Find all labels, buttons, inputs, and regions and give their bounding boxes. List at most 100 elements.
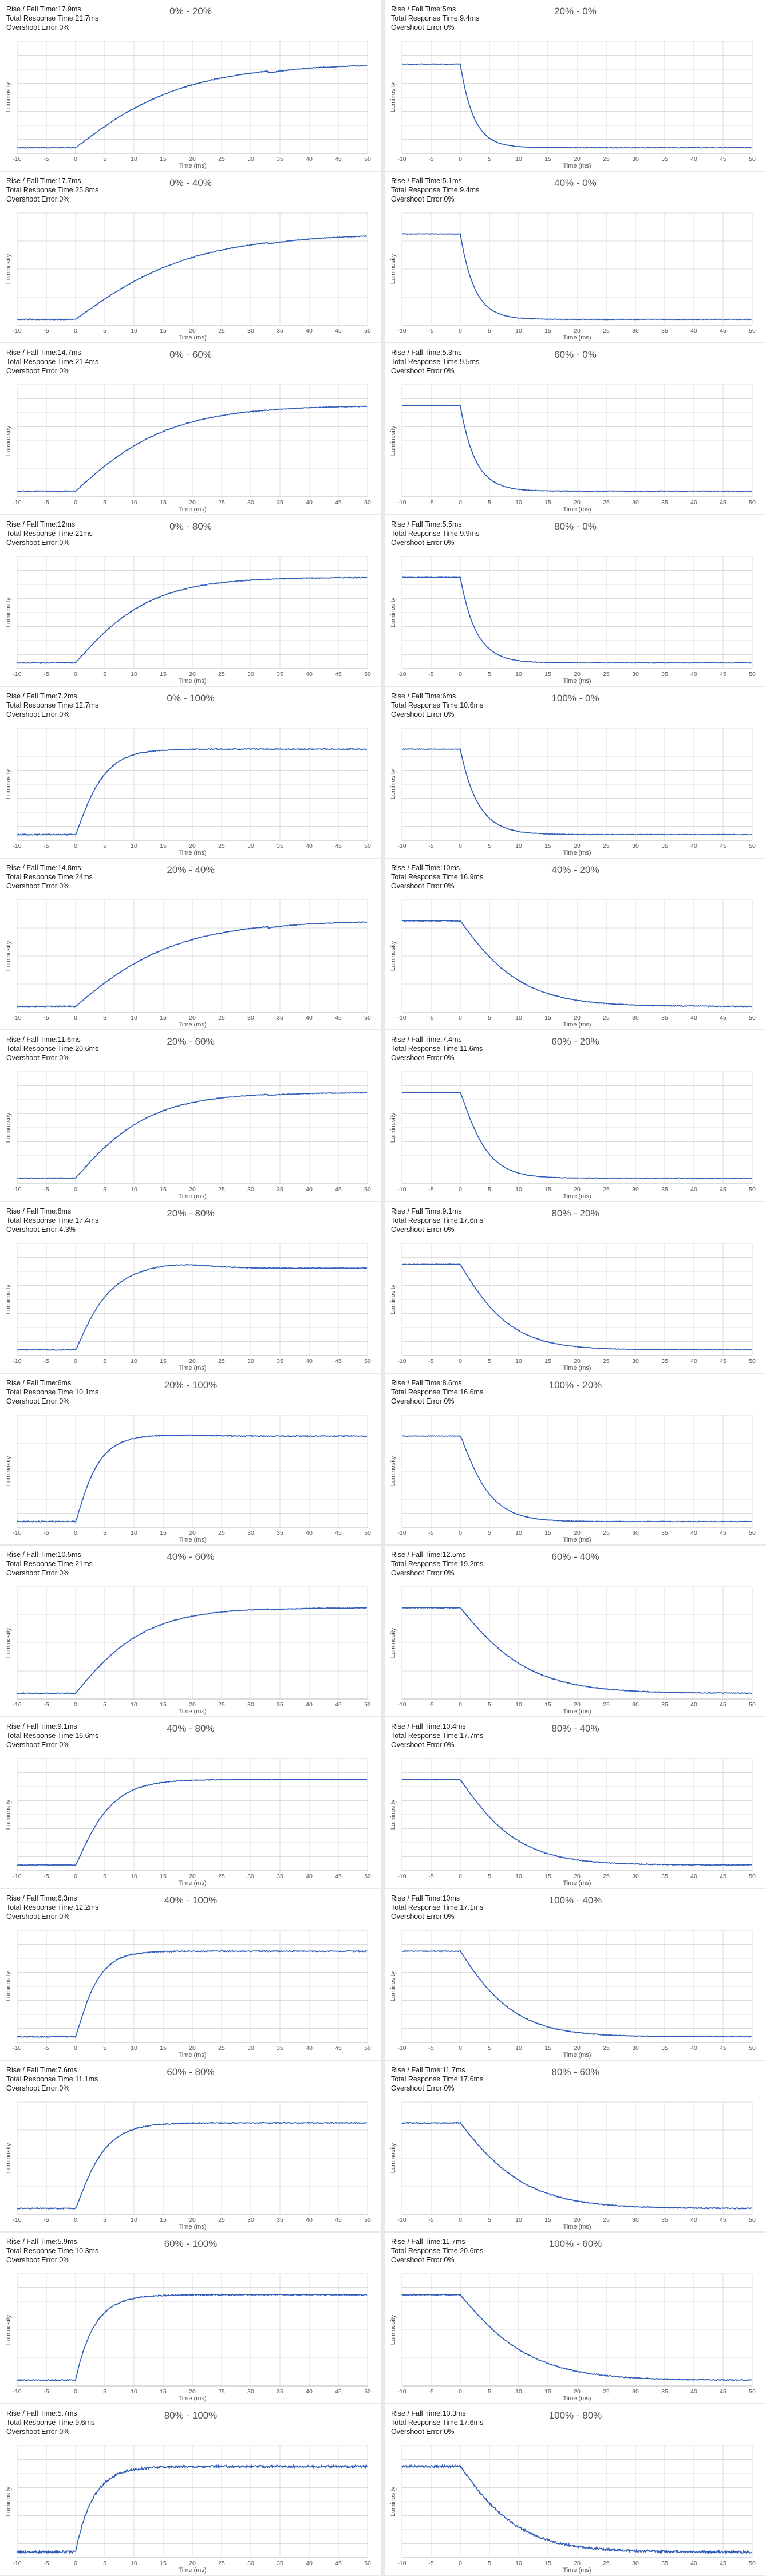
total-response-time-label: Total Response Time: [391, 1045, 460, 1053]
rise-fall-time-row: Rise / Fall Time:5.9ms [6, 2237, 98, 2246]
x-tick-label: 15 [160, 1358, 167, 1365]
overshoot-error-label: Overshoot Error: [6, 1397, 60, 1405]
x-tick-label: 30 [247, 499, 254, 506]
chart-svg: -10 -5 0 5 10 15 20 25 30 35 40 45 50 Time (ms) Lumino… [5, 1243, 371, 1372]
x-tick-label: 10 [515, 1873, 522, 1880]
chart-title: 20% - 0% [554, 6, 597, 17]
chart-panel: -10 -5 0 5 10 15 20 25 30 35 40 45 50 Time (ms) Lumino… [385, 1374, 766, 1544]
x-tick-label: 25 [603, 671, 610, 678]
x-tick-label: 25 [218, 1358, 225, 1365]
chart-panel: -10 -5 0 5 10 15 20 25 30 35 40 45 50 Time (ms) Lumino… [0, 859, 381, 1029]
rise-fall-time-value: 10ms [442, 864, 460, 872]
x-tick-label: 20 [189, 156, 196, 163]
x-tick-label: 45 [335, 327, 342, 334]
rise-fall-time-row: Rise / Fall Time:12.5ms [391, 1550, 483, 1559]
overshoot-error-row: Overshoot Error:0% [391, 882, 483, 891]
x-tick-label: 50 [749, 1701, 756, 1708]
overshoot-error-value: 0% [59, 2428, 70, 2436]
x-tick-label: 35 [661, 1873, 668, 1880]
total-response-time-value: 21ms [75, 530, 93, 538]
chart-svg: -10 -5 0 5 10 15 20 25 30 35 40 45 50 Time (ms) Lumino… [5, 1415, 371, 1543]
chart-panel: -10 -5 0 5 10 15 20 25 30 35 40 45 50 Time (ms) Lumino… [385, 1546, 766, 1716]
y-axis-label: Luminosity [5, 1284, 12, 1314]
x-tick-label: 0 [459, 327, 462, 334]
overshoot-error-value: 0% [444, 23, 455, 31]
chart-panel: -10 -5 0 5 10 15 20 25 30 35 40 45 50 Time (ms) Lumino… [0, 1374, 381, 1544]
x-tick-label: 15 [544, 1014, 551, 1021]
x-tick-label: 20 [574, 2217, 581, 2223]
chart-title: 80% - 40% [551, 1723, 599, 1734]
rise-fall-time-row: Rise / Fall Time:7.2ms [6, 692, 98, 701]
x-tick-label: 50 [364, 2388, 371, 2395]
chart-title: 100% - 20% [548, 1380, 602, 1390]
x-tick-label: 35 [661, 843, 668, 850]
x-tick-label: 40 [690, 843, 697, 850]
x-tick-label: -10 [13, 2388, 21, 2395]
total-response-time-row: Total Response Time:21.7ms [6, 14, 98, 23]
overshoot-error-label: Overshoot Error: [6, 710, 60, 718]
x-tick-label: 35 [277, 156, 283, 163]
x-tick-label: 45 [720, 1701, 726, 1708]
y-axis-label: Luminosity [5, 1971, 12, 2001]
chart-panel: -10 -5 0 5 10 15 20 25 30 35 40 45 50 Time (ms) Lumino… [385, 687, 766, 858]
chart-panel: -10 -5 0 5 10 15 20 25 30 35 40 45 50 Time (ms) Lumino… [385, 1889, 766, 2060]
x-tick-label: 30 [632, 843, 639, 850]
y-axis-label: Luminosity [390, 1627, 397, 1658]
chart-panel: -10 -5 0 5 10 15 20 25 30 35 40 45 50 Time (ms) Lumino… [0, 1030, 381, 1201]
chart-panel: -10 -5 0 5 10 15 20 25 30 35 40 45 50 Time (ms) Lumino… [0, 515, 381, 686]
x-axis-label: Time (ms) [563, 2223, 591, 2230]
x-tick-label: -5 [44, 1701, 49, 1708]
chart-panel: -10 -5 0 5 10 15 20 25 30 35 40 45 50 Time (ms) Lumino… [0, 1717, 381, 1888]
total-response-time-row: Total Response Time:17.6ms [391, 2075, 483, 2084]
y-axis-label: Luminosity [5, 2486, 12, 2516]
chart-title: 80% - 100% [164, 2410, 218, 2421]
total-response-time-row: Total Response Time:17.7ms [391, 1731, 483, 1740]
overshoot-error-row: Overshoot Error:0% [6, 195, 98, 204]
x-tick-label: 10 [131, 156, 137, 163]
x-tick-label: 45 [720, 843, 726, 850]
rise-fall-time-row: Rise / Fall Time:12ms [6, 520, 93, 529]
chart-svg: -10 -5 0 5 10 15 20 25 30 35 40 45 50 Time (ms) Lumino… [5, 1758, 371, 1887]
chart-title: 40% - 20% [551, 864, 599, 875]
chart-svg: -10 -5 0 5 10 15 20 25 30 35 40 45 50 Time (ms) Lumino… [390, 1586, 756, 1715]
x-tick-label: 40 [306, 2560, 313, 2567]
x-tick-label: -5 [428, 1014, 433, 1021]
total-response-time-value: 16.6ms [75, 1732, 99, 1740]
x-tick-label: 15 [544, 1701, 551, 1708]
total-response-time-value: 21ms [75, 1560, 93, 1568]
x-tick-label: 45 [720, 1873, 726, 1880]
total-response-time-label: Total Response Time: [391, 186, 460, 194]
stats-block: Rise / Fall Time:10ms Total Response Time… [391, 863, 483, 891]
x-tick-label: -10 [13, 1530, 21, 1536]
x-tick-label: 45 [720, 156, 726, 163]
x-tick-label: 10 [515, 1014, 522, 1021]
rise-fall-time-value: 8.6ms [442, 1379, 462, 1387]
x-tick-label: 10 [515, 671, 522, 678]
x-tick-label: -10 [397, 1873, 406, 1880]
total-response-time-row: Total Response Time:17.4ms [6, 1216, 98, 1225]
stats-block: Rise / Fall Time:17.9ms Total Response Ti… [6, 5, 98, 32]
x-tick-label: 25 [218, 327, 225, 334]
x-tick-label: 5 [103, 1186, 106, 1193]
stats-block: Rise / Fall Time:6.3ms Total Response Tim… [6, 1894, 98, 1921]
x-tick-label: 5 [103, 1701, 106, 1708]
total-response-time-label: Total Response Time: [391, 14, 460, 22]
overshoot-error-label: Overshoot Error: [6, 1741, 60, 1749]
rise-fall-time-label: Rise / Fall Time: [391, 1207, 443, 1215]
x-tick-label: 35 [277, 843, 283, 850]
overshoot-error-value: 0% [59, 882, 70, 890]
x-axis-label: Time (ms) [178, 2052, 206, 2059]
x-tick-label: 35 [661, 1701, 668, 1708]
total-response-time-label: Total Response Time: [6, 1732, 76, 1740]
x-tick-label: 40 [690, 2217, 697, 2223]
overshoot-error-row: Overshoot Error:0% [6, 710, 98, 719]
stats-block: Rise / Fall Time:14.7ms Total Response Ti… [6, 348, 98, 376]
overshoot-error-value: 0% [59, 539, 70, 547]
chart-title: 100% - 80% [548, 2410, 602, 2421]
overshoot-error-value: 0% [59, 2256, 70, 2264]
x-tick-label: 5 [488, 1530, 491, 1536]
x-tick-label: 15 [544, 2560, 551, 2567]
x-tick-label: -10 [397, 1014, 406, 1021]
x-tick-label: 25 [603, 156, 610, 163]
x-tick-label: 45 [335, 1873, 342, 1880]
